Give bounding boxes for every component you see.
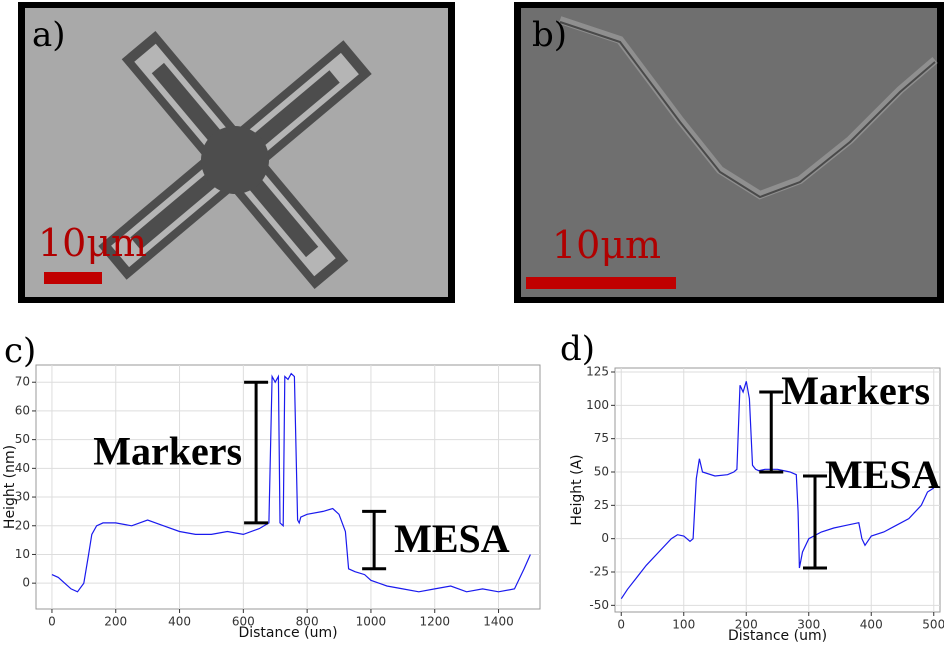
y-tick-label: 75 bbox=[594, 431, 609, 445]
y-tick-label: 70 bbox=[15, 375, 30, 389]
x-axis-label: Distance (um) bbox=[728, 628, 827, 644]
data-line bbox=[620, 381, 935, 600]
y-tick-label: 0 bbox=[601, 531, 609, 545]
y-tick-label: 10 bbox=[15, 547, 30, 561]
x-tick-label: 400 bbox=[860, 618, 883, 632]
x-axis-label: Distance (um) bbox=[238, 625, 337, 641]
y-tick-label: 50 bbox=[594, 465, 609, 479]
sem-image-b: b) 10μm bbox=[514, 2, 944, 303]
y-tick-label: 125 bbox=[586, 365, 609, 379]
panel-label: c) bbox=[4, 331, 36, 371]
scale-label: 10μm bbox=[552, 223, 661, 267]
y-tick-label: 60 bbox=[15, 403, 30, 417]
y-axis-label: Height (A) bbox=[569, 454, 585, 525]
x-tick-label: 300 bbox=[797, 618, 820, 632]
x-tick-label: 200 bbox=[735, 618, 758, 632]
x-tick-label: 400 bbox=[168, 615, 191, 629]
bracket bbox=[362, 509, 387, 571]
x-tick-label: 200 bbox=[104, 615, 127, 629]
x-tick-label: 500 bbox=[922, 618, 944, 632]
x-tick-label: 0 bbox=[48, 615, 56, 629]
panel-label: d) bbox=[560, 329, 595, 369]
annotation: Markers bbox=[93, 429, 242, 474]
x-tick-label: 1200 bbox=[419, 615, 450, 629]
x-tick-label: 100 bbox=[672, 618, 695, 632]
y-tick-label: 40 bbox=[15, 461, 30, 475]
panel-label: b) bbox=[532, 15, 567, 55]
y-tick-label: -50 bbox=[589, 598, 609, 612]
bracket bbox=[803, 474, 827, 570]
x-tick-label: 0 bbox=[617, 618, 625, 632]
scale-label: 10μm bbox=[38, 221, 147, 265]
y-tick-label: 20 bbox=[15, 518, 30, 532]
bracket bbox=[244, 380, 269, 525]
x-tick-label: 800 bbox=[296, 615, 319, 629]
y-tick-label: -25 bbox=[589, 565, 609, 579]
data-line bbox=[51, 372, 531, 593]
x-tick-label: 1400 bbox=[483, 615, 514, 629]
y-tick-label: 30 bbox=[15, 490, 30, 504]
y-axis-label: Height (nm) bbox=[2, 445, 18, 529]
y-tick-label: 0 bbox=[22, 576, 30, 590]
annotation: Markers bbox=[781, 368, 930, 413]
plot-area bbox=[614, 367, 941, 613]
sem-image-a: a) 10μm bbox=[18, 2, 455, 303]
annotation: MESA bbox=[394, 516, 510, 561]
y-tick-label: 50 bbox=[15, 432, 30, 446]
annotation: MESA bbox=[825, 452, 941, 497]
panel-label: a) bbox=[32, 15, 66, 55]
y-tick-label: 25 bbox=[594, 498, 609, 512]
plot-area bbox=[35, 364, 541, 610]
x-tick-label: 1000 bbox=[356, 615, 387, 629]
x-tick-label: 600 bbox=[232, 615, 255, 629]
bracket bbox=[759, 390, 784, 474]
scale-bar bbox=[526, 277, 676, 289]
scale-bar bbox=[44, 272, 102, 284]
y-tick-label: 100 bbox=[586, 398, 609, 412]
